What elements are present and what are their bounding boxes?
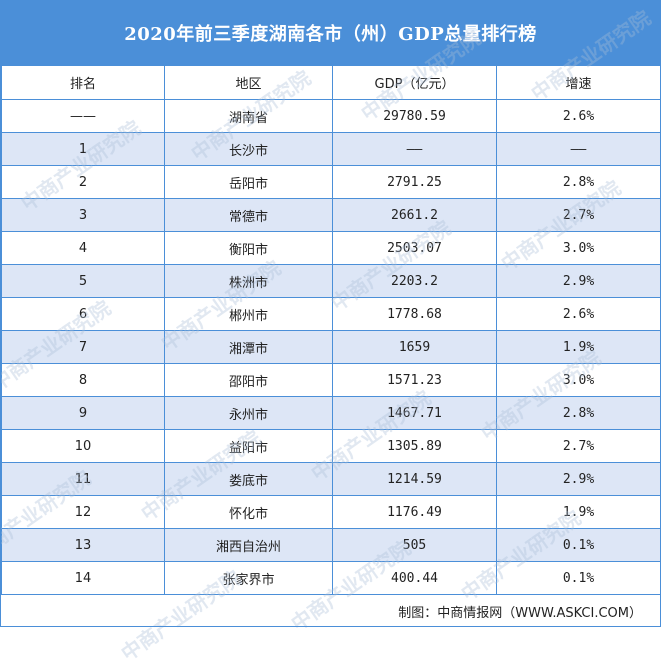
cell-region: 娄底市	[164, 462, 333, 496]
cell-rank: 10	[1, 429, 165, 463]
cell-rank: 9	[1, 396, 165, 430]
cell-gdp: 2661.2	[332, 198, 497, 232]
cell-region: 湘潭市	[164, 330, 333, 364]
cell-region: 邵阳市	[164, 363, 333, 397]
cell-gdp: 2503.07	[332, 231, 497, 265]
title-bar: 2020年前三季度湖南各市（州）GDP总量排行榜	[1, 1, 660, 65]
cell-growth: 0.1%	[496, 528, 661, 562]
table-row: 1 长沙市 —— ——	[1, 132, 661, 166]
cell-region: 益阳市	[164, 429, 333, 463]
cell-growth: 2.8%	[496, 396, 661, 430]
cell-gdp: 2203.2	[332, 264, 497, 298]
cell-growth: 1.9%	[496, 330, 661, 364]
cell-rank: 13	[1, 528, 165, 562]
cell-gdp: 1176.49	[332, 495, 497, 529]
cell-region: 常德市	[164, 198, 333, 232]
gdp-ranking-table: 排名 地区 GDP（亿元） 增速 —— 湖南省 29780.59 2.6% 1 长沙市 ——…	[1, 65, 661, 595]
table-row: 14 张家界市 400.44 0.1%	[1, 561, 661, 595]
cell-gdp: ——	[332, 132, 497, 166]
table-row: 4 衡阳市 2503.07 3.0%	[1, 231, 661, 265]
cell-gdp: 29780.59	[332, 99, 497, 133]
cell-rank: 1	[1, 132, 165, 166]
cell-rank: 5	[1, 264, 165, 298]
cell-gdp: 1659	[332, 330, 497, 364]
column-header-rank: 排名	[1, 65, 165, 100]
cell-region: 长沙市	[164, 132, 333, 166]
cell-gdp: 1778.68	[332, 297, 497, 331]
column-header-growth: 增速	[496, 65, 661, 100]
table-row: 8 邵阳市 1571.23 3.0%	[1, 363, 661, 397]
cell-region: 张家界市	[164, 561, 333, 595]
cell-region: 湖南省	[164, 99, 333, 133]
cell-region: 湘西自治州	[164, 528, 333, 562]
column-header-region: 地区	[164, 65, 333, 100]
cell-growth: 2.7%	[496, 198, 661, 232]
page-title: 2020年前三季度湖南各市（州）GDP总量排行榜	[124, 24, 537, 45]
cell-region: 株洲市	[164, 264, 333, 298]
table-row: —— 湖南省 29780.59 2.6%	[1, 99, 661, 133]
cell-rank: 8	[1, 363, 165, 397]
cell-rank: 11	[1, 462, 165, 496]
cell-growth: 2.6%	[496, 297, 661, 331]
source-credit: 制图：中商情报网（WWW.ASKCI.COM）	[398, 606, 642, 621]
cell-growth: 2.9%	[496, 462, 661, 496]
cell-gdp: 400.44	[332, 561, 497, 595]
table-row: 3 常德市 2661.2 2.7%	[1, 198, 661, 232]
column-header-gdp: GDP（亿元）	[332, 65, 497, 100]
cell-region: 岳阳市	[164, 165, 333, 199]
table-body: —— 湖南省 29780.59 2.6% 1 长沙市 —— —— 2 岳阳市 2791.25 2.8%…	[1, 99, 661, 595]
table-row: 6 郴州市 1778.68 2.6%	[1, 297, 661, 331]
table-row: 5 株洲市 2203.2 2.9%	[1, 264, 661, 298]
cell-growth: 3.0%	[496, 363, 661, 397]
cell-rank: 7	[1, 330, 165, 364]
table-row: 7 湘潭市 1659 1.9%	[1, 330, 661, 364]
cell-growth: 2.7%	[496, 429, 661, 463]
source-footer: 制图：中商情报网（WWW.ASKCI.COM）	[1, 594, 660, 627]
table-row: 13 湘西自治州 505 0.1%	[1, 528, 661, 562]
cell-growth: 1.9%	[496, 495, 661, 529]
cell-growth: 3.0%	[496, 231, 661, 265]
cell-growth: 2.9%	[496, 264, 661, 298]
cell-gdp: 1467.71	[332, 396, 497, 430]
cell-rank: 12	[1, 495, 165, 529]
table-row: 11 娄底市 1214.59 2.9%	[1, 462, 661, 496]
cell-region: 郴州市	[164, 297, 333, 331]
cell-growth: 2.6%	[496, 99, 661, 133]
cell-gdp: 2791.25	[332, 165, 497, 199]
cell-rank: 14	[1, 561, 165, 595]
cell-region: 永州市	[164, 396, 333, 430]
cell-rank: 6	[1, 297, 165, 331]
cell-rank: 2	[1, 165, 165, 199]
cell-rank: 3	[1, 198, 165, 232]
cell-growth: 0.1%	[496, 561, 661, 595]
cell-region: 怀化市	[164, 495, 333, 529]
table-row: 9 永州市 1467.71 2.8%	[1, 396, 661, 430]
cell-growth: ——	[496, 132, 661, 166]
table-header-row: 排名 地区 GDP（亿元） 增速	[1, 65, 661, 100]
cell-gdp: 1305.89	[332, 429, 497, 463]
table-row: 10 益阳市 1305.89 2.7%	[1, 429, 661, 463]
cell-gdp: 1571.23	[332, 363, 497, 397]
cell-growth: 2.8%	[496, 165, 661, 199]
table-row: 12 怀化市 1176.49 1.9%	[1, 495, 661, 529]
table-row: 2 岳阳市 2791.25 2.8%	[1, 165, 661, 199]
cell-rank: ——	[1, 99, 165, 133]
cell-region: 衡阳市	[164, 231, 333, 265]
cell-gdp: 1214.59	[332, 462, 497, 496]
cell-rank: 4	[1, 231, 165, 265]
cell-gdp: 505	[332, 528, 497, 562]
